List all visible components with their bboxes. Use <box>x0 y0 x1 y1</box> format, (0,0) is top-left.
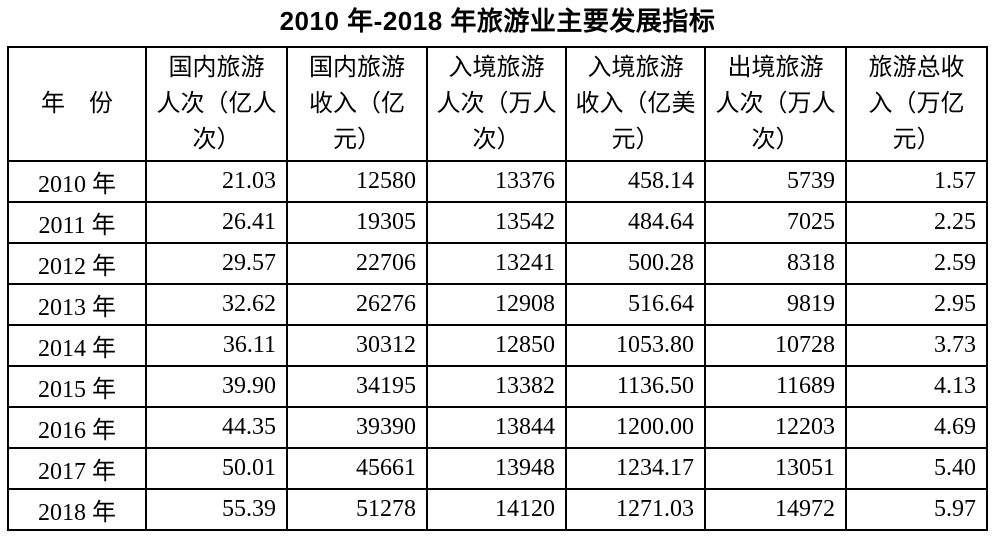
value-cell: 1.57 <box>845 160 988 203</box>
value-cell: 21.03 <box>145 160 288 203</box>
table-row-2016: 2016 年 44.35 39390 13844 1200.00 12203 4… <box>7 406 988 449</box>
col-header-total-revenue: 旅游总收 入（万亿 元） <box>845 46 988 162</box>
value-cell: 4.13 <box>845 365 988 408</box>
year-cell: 2014 年 <box>7 324 147 367</box>
value-cell: 12908 <box>426 283 567 326</box>
table-row-2014: 2014 年 36.11 30312 12850 1053.80 10728 3… <box>7 324 988 367</box>
value-cell: 5.40 <box>845 447 988 490</box>
table-row-2013: 2013 年 32.62 26276 12908 516.64 9819 2.9… <box>7 283 988 326</box>
year-cell: 2011 年 <box>7 201 147 244</box>
value-cell: 14120 <box>426 488 567 531</box>
value-cell: 1200.00 <box>565 406 706 449</box>
value-cell: 2.59 <box>845 242 988 285</box>
table-row-2018: 2018 年 55.39 51278 14120 1271.03 14972 5… <box>7 488 988 531</box>
year-cell: 2010 年 <box>7 160 147 203</box>
value-cell: 9819 <box>704 283 847 326</box>
tourism-indicators-table: 年 份 国内旅游 人次（亿人 次） 国内旅游 收入（亿 元） 入境旅游 人次（万… <box>7 46 988 531</box>
col-header-domestic-trips: 国内旅游 人次（亿人 次） <box>145 46 288 162</box>
value-cell: 12203 <box>704 406 847 449</box>
value-cell: 26.41 <box>145 201 288 244</box>
value-cell: 5.97 <box>845 488 988 531</box>
value-cell: 13051 <box>704 447 847 490</box>
value-cell: 26276 <box>286 283 428 326</box>
value-cell: 39.90 <box>145 365 288 408</box>
value-cell: 13542 <box>426 201 567 244</box>
value-cell: 13844 <box>426 406 567 449</box>
value-cell: 19305 <box>286 201 428 244</box>
value-cell: 50.01 <box>145 447 288 490</box>
value-cell: 484.64 <box>565 201 706 244</box>
year-cell: 2015 年 <box>7 365 147 408</box>
value-cell: 1053.80 <box>565 324 706 367</box>
table-title: 2010 年-2018 年旅游业主要发展指标 <box>279 6 716 36</box>
col-header-outbound-trips: 出境旅游 人次（万人 次） <box>704 46 847 162</box>
value-cell: 5739 <box>704 160 847 203</box>
value-cell: 55.39 <box>145 488 288 531</box>
col-header-year: 年 份 <box>7 46 147 162</box>
value-cell: 51278 <box>286 488 428 531</box>
value-cell: 13376 <box>426 160 567 203</box>
table-row-2012: 2012 年 29.57 22706 13241 500.28 8318 2.5… <box>7 242 988 285</box>
value-cell: 4.69 <box>845 406 988 449</box>
value-cell: 34195 <box>286 365 428 408</box>
value-cell: 22706 <box>286 242 428 285</box>
value-cell: 2.25 <box>845 201 988 244</box>
value-cell: 10728 <box>704 324 847 367</box>
col-header-inbound-trips: 入境旅游 人次（万人 次） <box>426 46 567 162</box>
value-cell: 32.62 <box>145 283 288 326</box>
tourism-indicators-figure: 2010 年-2018 年旅游业主要发展指标 年 份 国内旅游 人次（亿人 次）… <box>0 6 995 531</box>
table-row-2011: 2011 年 26.41 19305 13542 484.64 7025 2.2… <box>7 201 988 244</box>
value-cell: 14972 <box>704 488 847 531</box>
value-cell: 13948 <box>426 447 567 490</box>
col-header-inbound-revenue: 入境旅游 收入（亿美 元） <box>565 46 706 162</box>
table-row-2015: 2015 年 39.90 34195 13382 1136.50 11689 4… <box>7 365 988 408</box>
value-cell: 44.35 <box>145 406 288 449</box>
value-cell: 13241 <box>426 242 567 285</box>
value-cell: 458.14 <box>565 160 706 203</box>
value-cell: 29.57 <box>145 242 288 285</box>
table-row-2010: 2010 年 21.03 12580 13376 458.14 5739 1.5… <box>7 160 988 203</box>
value-cell: 1234.17 <box>565 447 706 490</box>
value-cell: 36.11 <box>145 324 288 367</box>
value-cell: 3.73 <box>845 324 988 367</box>
value-cell: 12850 <box>426 324 567 367</box>
table-row-2017: 2017 年 50.01 45661 13948 1234.17 13051 5… <box>7 447 988 490</box>
value-cell: 1271.03 <box>565 488 706 531</box>
value-cell: 30312 <box>286 324 428 367</box>
value-cell: 516.64 <box>565 283 706 326</box>
value-cell: 2.95 <box>845 283 988 326</box>
year-cell: 2018 年 <box>7 488 147 531</box>
year-cell: 2013 年 <box>7 283 147 326</box>
value-cell: 7025 <box>704 201 847 244</box>
value-cell: 11689 <box>704 365 847 408</box>
value-cell: 13382 <box>426 365 567 408</box>
col-header-domestic-revenue: 国内旅游 收入（亿 元） <box>286 46 428 162</box>
value-cell: 39390 <box>286 406 428 449</box>
header-row: 年 份 国内旅游 人次（亿人 次） 国内旅游 收入（亿 元） 入境旅游 人次（万… <box>7 46 988 162</box>
value-cell: 8318 <box>704 242 847 285</box>
year-cell: 2017 年 <box>7 447 147 490</box>
value-cell: 500.28 <box>565 242 706 285</box>
value-cell: 1136.50 <box>565 365 706 408</box>
year-cell: 2012 年 <box>7 242 147 285</box>
value-cell: 12580 <box>286 160 428 203</box>
value-cell: 45661 <box>286 447 428 490</box>
year-cell: 2016 年 <box>7 406 147 449</box>
